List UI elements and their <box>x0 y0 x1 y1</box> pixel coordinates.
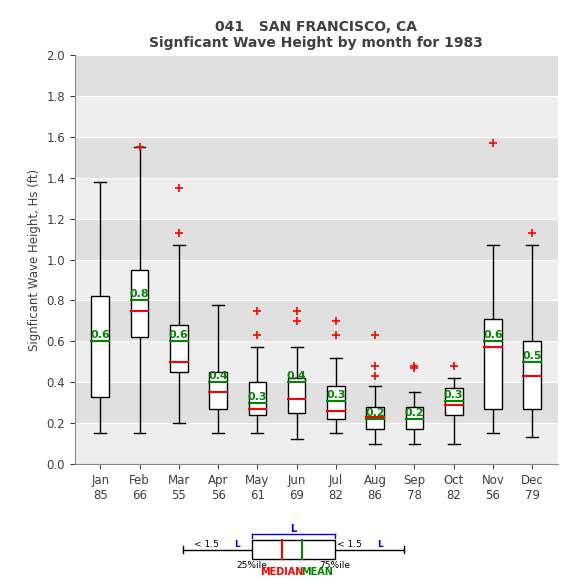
Text: 0.6: 0.6 <box>169 330 189 340</box>
Bar <box>75 137 558 178</box>
Bar <box>75 55 558 96</box>
Text: L: L <box>234 540 240 549</box>
Bar <box>248 382 266 415</box>
Bar <box>209 372 227 409</box>
Bar <box>445 389 462 415</box>
Y-axis label: Signficant Wave Height, Hs (ft): Signficant Wave Height, Hs (ft) <box>28 168 41 351</box>
Text: < 1.5: < 1.5 <box>338 540 365 549</box>
Text: 25%ile: 25%ile <box>236 561 267 570</box>
Text: 0.3: 0.3 <box>326 390 346 400</box>
Text: 0.8: 0.8 <box>130 289 150 299</box>
Text: 0.4: 0.4 <box>287 371 306 381</box>
Bar <box>75 178 558 219</box>
Text: 0.3: 0.3 <box>248 392 267 401</box>
Bar <box>252 539 335 559</box>
Text: 0.4: 0.4 <box>208 371 228 381</box>
Title: 041   SAN FRANCISCO, CA
Signficant Wave Height by month for 1983: 041 SAN FRANCISCO, CA Signficant Wave He… <box>150 20 483 50</box>
Text: MEAN: MEAN <box>301 567 334 578</box>
Bar <box>75 260 558 300</box>
Bar <box>75 382 558 423</box>
Text: L: L <box>377 540 383 549</box>
Bar <box>288 378 305 413</box>
Bar <box>366 407 384 429</box>
Bar <box>131 270 148 337</box>
Text: MEDIAN: MEDIAN <box>260 567 304 578</box>
Text: 0.6: 0.6 <box>483 330 503 340</box>
Text: 0.2: 0.2 <box>365 408 385 418</box>
Bar <box>75 219 558 260</box>
Bar <box>170 325 187 372</box>
Bar <box>75 423 558 464</box>
Text: 75%ile: 75%ile <box>319 561 350 570</box>
Bar <box>75 300 558 341</box>
Bar <box>405 407 423 429</box>
Bar <box>75 341 558 382</box>
Text: 0.6: 0.6 <box>90 330 110 340</box>
Bar <box>484 319 502 409</box>
Text: 0.5: 0.5 <box>523 351 542 361</box>
Text: 0.2: 0.2 <box>405 408 424 418</box>
Bar <box>91 296 109 397</box>
Text: L: L <box>290 524 296 534</box>
Text: < 1.5: < 1.5 <box>194 540 221 549</box>
Bar <box>523 341 541 409</box>
Bar <box>327 386 345 419</box>
Text: 0.3: 0.3 <box>444 390 463 400</box>
Bar <box>75 96 558 137</box>
